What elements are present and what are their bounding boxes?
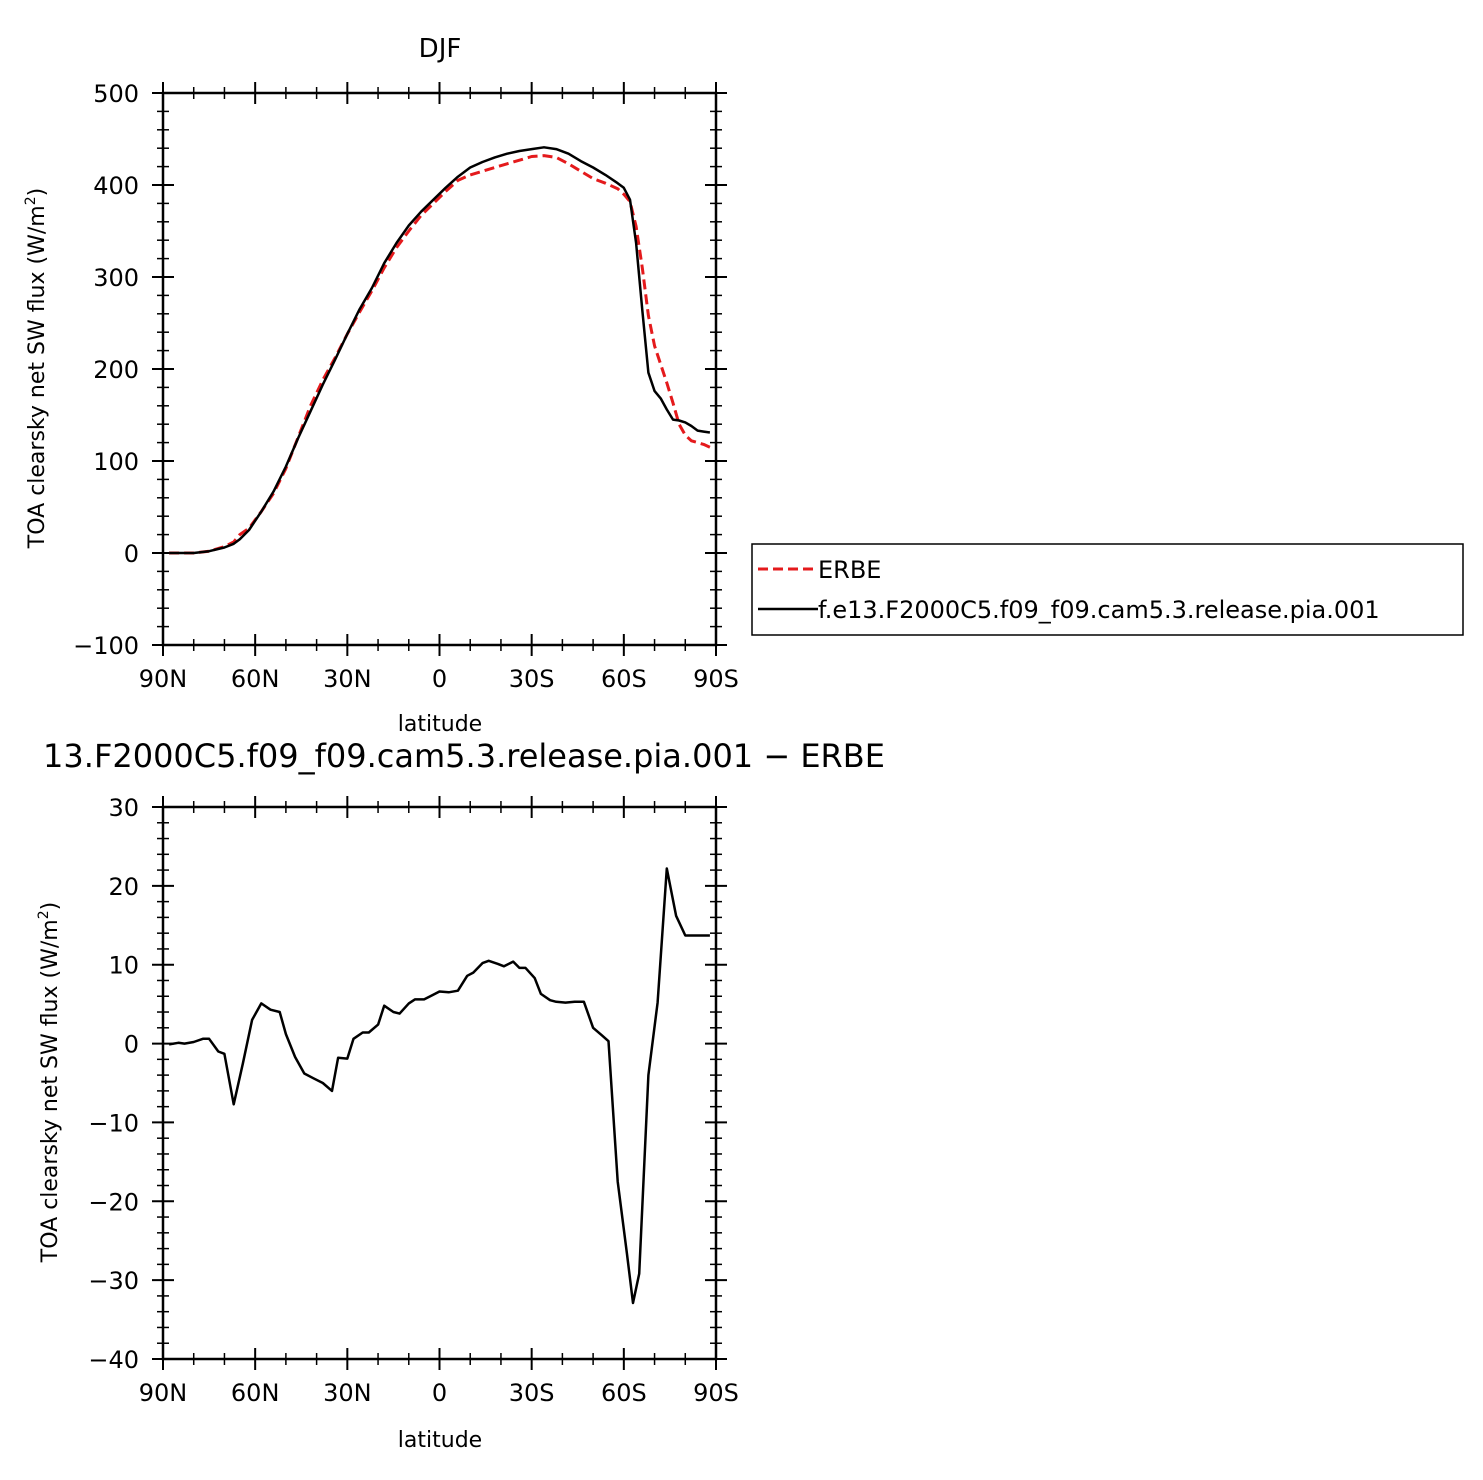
bottom-x-tick-label: 60N (231, 1379, 280, 1407)
top-y-tick-label: 300 (93, 264, 139, 292)
top-y-tick-label: 0 (124, 540, 139, 568)
bottom-y-tick-label: −40 (88, 1346, 139, 1374)
top-x-tick-label: 30N (323, 665, 372, 693)
bottom-y-tick-label: −20 (88, 1188, 139, 1216)
top-chart-ticks: 90N 60N 30N 0 30S 60S 90S −100 0 100 200 300 400 500 (73, 80, 739, 693)
top-x-tick-label: 90N (139, 665, 188, 693)
top-chart-ylabel-main: TOA clearsky net SW flux (W/m (25, 205, 50, 549)
top-chart-xlabel: latitude (398, 712, 482, 737)
bottom-y-tick-label: 0 (124, 1031, 139, 1059)
svg-text:TOA clearsky net SW flux (W/m2: TOA clearsky net SW flux (W/m2) (23, 188, 50, 549)
top-chart-series (169, 146, 711, 555)
bottom-chart-series (168, 867, 710, 1305)
bottom-chart-xlabel: latitude (398, 1428, 482, 1453)
top-chart-ylabel-sup: 2 (23, 196, 39, 205)
top-x-tick-label: 60S (601, 665, 647, 693)
bottom-y-tick-label: −10 (88, 1109, 139, 1137)
bottom-x-tick-label: 60S (601, 1379, 647, 1407)
bottom-series-line-model (168, 867, 710, 1305)
bottom-chart-plot-frame (161, 805, 718, 1361)
top-chart-legend: ERBE f.e13.F2000C5.f09_f09.cam5.3.releas… (751, 543, 1464, 636)
top-x-tick-label: 0 (432, 665, 447, 693)
legend-box (751, 543, 1464, 636)
top-y-tick-label: 100 (93, 448, 139, 476)
legend-label-model: f.e13.F2000C5.f09_f09.cam5.3.release.pia… (818, 596, 1380, 624)
top-y-tick-label: 400 (93, 172, 139, 200)
svg-text:TOA clearsky net SW flux (W/m2: TOA clearsky net SW flux (W/m2) (36, 902, 63, 1263)
top-y-tick-label: 500 (93, 80, 139, 108)
top-chart-ylabel-close: ) (25, 188, 50, 197)
top-x-tick-label: 30S (509, 665, 555, 693)
bottom-x-tick-label: 30S (509, 1379, 555, 1407)
top-y-tick-label: −100 (73, 632, 139, 660)
bottom-x-tick-label: 30N (323, 1379, 372, 1407)
bottom-chart-title: 13.F2000C5.f09_f09.cam5.3.release.pia.00… (43, 737, 885, 775)
bottom-x-tick-label: 0 (432, 1379, 447, 1407)
bottom-chart-ylabel-main: TOA clearsky net SW flux (W/m (38, 919, 63, 1263)
bottom-y-tick-label: 30 (108, 794, 139, 822)
top-series-line-erbe (169, 154, 711, 555)
top-series-line-model (169, 146, 711, 555)
top-chart-ylabel: TOA clearsky net SW flux (W/m2) (23, 188, 50, 549)
bottom-y-tick-label: −30 (88, 1267, 139, 1295)
top-chart: DJF TOA clearsky net SW flux (W/m2) lati… (23, 34, 1464, 737)
top-chart-title: DJF (419, 34, 462, 64)
bottom-chart-ylabel: TOA clearsky net SW flux (W/m2) (36, 902, 63, 1263)
bottom-x-tick-label: 90N (139, 1379, 188, 1407)
legend-label-erbe: ERBE (818, 556, 881, 584)
top-y-tick-label: 200 (93, 356, 139, 384)
top-chart-plot-frame (161, 91, 718, 647)
bottom-chart-ylabel-close: ) (38, 902, 63, 911)
top-x-tick-label: 60N (231, 665, 280, 693)
bottom-chart-ylabel-sup: 2 (36, 910, 52, 919)
top-x-tick-label: 90S (693, 665, 739, 693)
bottom-y-tick-label: 20 (108, 873, 139, 901)
bottom-y-tick-label: 10 (108, 952, 139, 980)
bottom-chart: 13.F2000C5.f09_f09.cam5.3.release.pia.00… (36, 737, 885, 1453)
bottom-chart-ticks: 90N 60N 30N 0 30S 60S 90S −40 −30 −20 −10 0 10 20 30 (88, 794, 739, 1407)
bottom-x-tick-label: 90S (693, 1379, 739, 1407)
